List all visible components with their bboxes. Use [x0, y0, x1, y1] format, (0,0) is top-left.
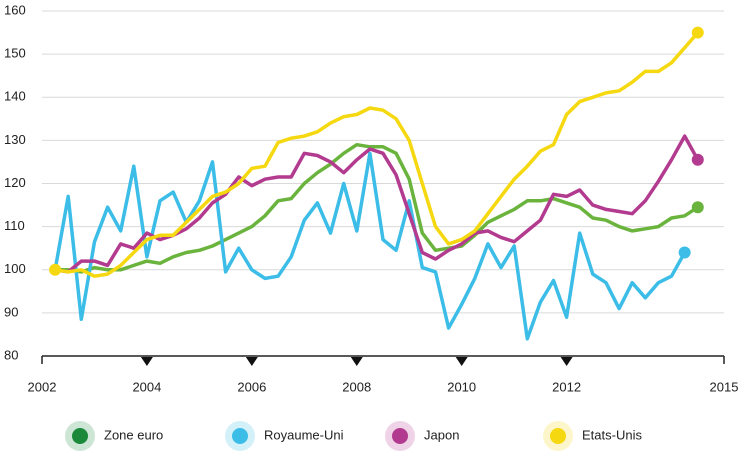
y-tick-label: 120	[4, 175, 26, 190]
legend-label: Zone euro	[104, 427, 163, 442]
legend-swatch	[550, 428, 566, 444]
end-point	[678, 246, 691, 259]
y-tick-label: 80	[4, 347, 18, 362]
x-tick-label: 2015	[710, 379, 738, 394]
y-tick-label: 150	[4, 46, 26, 61]
legend-item: Royaume-Uni	[225, 421, 344, 451]
x-tick	[245, 357, 258, 366]
legend-label: Japon	[424, 427, 459, 442]
start-point	[49, 263, 62, 276]
x-tick	[560, 357, 573, 366]
end-point	[691, 26, 704, 39]
x-tick-label: 2010	[447, 379, 476, 394]
legend-item: Japon	[385, 421, 459, 451]
end-point	[691, 153, 704, 166]
y-tick-label: 140	[4, 89, 26, 104]
legend-label: Etats-Unis	[582, 427, 642, 442]
x-tick-label: 2002	[28, 379, 57, 394]
series-line	[55, 142, 699, 274]
y-tick-label: 160	[4, 2, 26, 17]
legend-swatch	[392, 428, 408, 444]
series-line	[54, 31, 700, 278]
legend-item: Etats-Unis	[543, 421, 642, 451]
x-tick	[140, 357, 153, 366]
x-tick-label: 2012	[552, 379, 581, 394]
x-tick	[455, 357, 468, 366]
legend-swatch	[232, 428, 248, 444]
series-line	[53, 151, 687, 341]
x-tick-label: 2006	[237, 379, 266, 394]
y-tick-label: 130	[4, 132, 26, 147]
y-tick-label: 90	[4, 304, 18, 319]
end-point	[691, 201, 704, 214]
x-tick	[350, 357, 363, 366]
x-tick-label: 2004	[132, 379, 161, 394]
legend-swatch	[72, 428, 88, 444]
series-line	[54, 134, 700, 274]
y-tick-label: 100	[4, 261, 26, 276]
x-tick-label: 2008	[342, 379, 371, 394]
legend-label: Royaume-Uni	[264, 427, 344, 442]
y-tick-label: 110	[4, 218, 25, 233]
legend-item: Zone euro	[65, 421, 163, 451]
